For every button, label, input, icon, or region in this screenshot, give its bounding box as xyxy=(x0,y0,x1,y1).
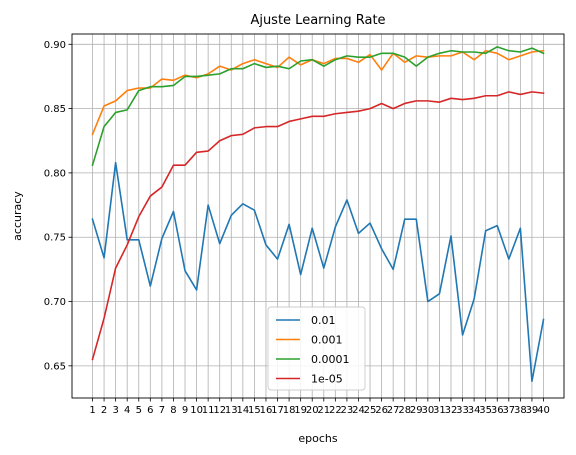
x-tick-label: 4 xyxy=(124,405,130,416)
y-tick-label: 0.90 xyxy=(44,40,66,51)
x-tick-label: 6 xyxy=(147,405,153,416)
y-tick-label: 0.70 xyxy=(44,297,66,308)
x-tick-label: 35 xyxy=(479,405,492,416)
x-tick-label: 31 xyxy=(433,405,446,416)
y-axis-ticks: 0.65 0.70 0.75 0.80 0.85 0.90 xyxy=(44,40,72,372)
x-tick-label: 2 xyxy=(101,405,107,416)
x-tick-label: 1 xyxy=(89,405,95,416)
y-tick-label: 0.85 xyxy=(44,104,66,115)
x-tick-label: 9 xyxy=(182,405,188,416)
x-tick-label: 22 xyxy=(329,405,342,416)
x-tick-label: 13 xyxy=(225,405,238,416)
x-tick-label: 20 xyxy=(306,405,319,416)
x-tick-label: 8 xyxy=(170,405,176,416)
legend-label: 0.01 xyxy=(311,314,336,327)
x-tick-label: 7 xyxy=(159,405,165,416)
x-tick-label: 3 xyxy=(112,405,118,416)
legend-label: 0.0001 xyxy=(311,353,350,366)
x-tick-label: 21 xyxy=(317,405,330,416)
x-tick-label: 38 xyxy=(514,405,527,416)
x-tick-label: 12 xyxy=(213,405,226,416)
series-line-0.0001 xyxy=(91,46,545,167)
x-tick-label: 26 xyxy=(375,405,388,416)
x-tick-label: 24 xyxy=(352,405,365,416)
x-tick-label: 39 xyxy=(526,405,539,416)
x-tick-label: 16 xyxy=(260,405,273,416)
series-line-0.001 xyxy=(91,49,545,136)
x-tick-label: 25 xyxy=(364,405,377,416)
y-tick-label: 0.75 xyxy=(44,233,66,244)
x-axis-title: epochs xyxy=(298,432,337,445)
x-tick-label: 29 xyxy=(410,405,423,416)
x-tick-label: 30 xyxy=(421,405,434,416)
x-tick-label: 11 xyxy=(202,405,215,416)
plot-frame xyxy=(71,33,565,399)
x-tick-label: 37 xyxy=(502,405,515,416)
x-tick-label: 5 xyxy=(136,405,142,416)
x-tick-label: 28 xyxy=(398,405,411,416)
x-axis-ticks: 1 2 3 4 5 6 7 8 9 1011121314151617181920212223242… xyxy=(89,398,550,416)
x-tick-label: 33 xyxy=(456,405,469,416)
x-tick-label: 15 xyxy=(248,405,261,416)
y-axis-title: accuracy xyxy=(11,191,24,241)
series-line-0.01 xyxy=(91,161,545,383)
y-tick-label: 0.65 xyxy=(44,361,66,372)
x-tick-label: 17 xyxy=(271,405,284,416)
x-tick-label: 32 xyxy=(445,405,458,416)
series-line-1e-05 xyxy=(91,91,545,361)
y-tick-label: 0.80 xyxy=(44,168,66,179)
x-tick-label: 34 xyxy=(468,405,481,416)
legend-box xyxy=(267,306,366,391)
x-tick-label: 19 xyxy=(294,405,307,416)
x-tick-label: 18 xyxy=(283,405,296,416)
legend-label: 0.001 xyxy=(311,334,343,347)
x-tick-label: 10 xyxy=(190,405,203,416)
legend: 0.01 0.001 0.0001 1e-05 xyxy=(267,306,366,391)
x-tick-label: 23 xyxy=(341,405,354,416)
chart-title: Ajuste Learning Rate xyxy=(250,13,385,28)
x-tick-label: 40 xyxy=(537,405,550,416)
x-tick-label: 36 xyxy=(491,405,504,416)
legend-label: 1e-05 xyxy=(311,373,343,386)
x-tick-label: 14 xyxy=(236,405,249,416)
x-tick-label: 27 xyxy=(387,405,400,416)
series-lines xyxy=(91,46,545,383)
